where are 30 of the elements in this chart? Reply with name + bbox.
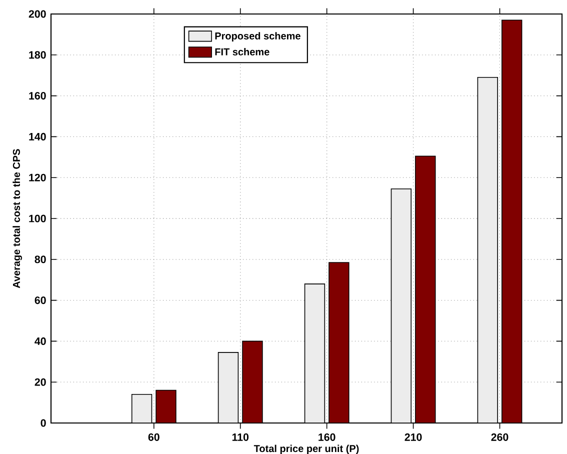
- x-tick-label: 210: [404, 433, 422, 441]
- y-tick-label: 200: [28, 10, 46, 18]
- y-tick-label: 0: [40, 419, 46, 427]
- y-tick-label: 160: [29, 92, 46, 100]
- bar: [502, 20, 522, 423]
- x-tick-label: 260: [491, 433, 508, 441]
- y-tick-label: 120: [29, 174, 46, 182]
- x-tick-label: 160: [318, 433, 336, 441]
- bar: [477, 77, 498, 423]
- x-tick-label: 110: [232, 433, 249, 441]
- bar: [304, 284, 326, 423]
- bar: [328, 262, 350, 423]
- x-axis-title: Total price per unit (P): [254, 444, 359, 454]
- bar: [218, 352, 239, 423]
- bar: [131, 394, 152, 423]
- y-tick-label: 60: [34, 296, 46, 304]
- x-tick-label: 60: [148, 433, 160, 441]
- y-tick-label: 100: [29, 214, 46, 222]
- bar: [415, 156, 436, 423]
- y-axis-title: Average total cost to the CPS: [12, 149, 22, 288]
- bar: [156, 390, 176, 423]
- legend-label: FIT scheme: [215, 48, 270, 56]
- bar: [390, 188, 412, 423]
- y-tick-label: 140: [29, 132, 46, 140]
- y-tick-label: 180: [29, 51, 46, 59]
- y-tick-label: 80: [34, 256, 46, 264]
- y-tick-label: 20: [34, 378, 46, 386]
- bar: [242, 340, 263, 423]
- y-tick-label: 40: [34, 337, 46, 345]
- legend-label: Proposed scheme: [215, 32, 300, 42]
